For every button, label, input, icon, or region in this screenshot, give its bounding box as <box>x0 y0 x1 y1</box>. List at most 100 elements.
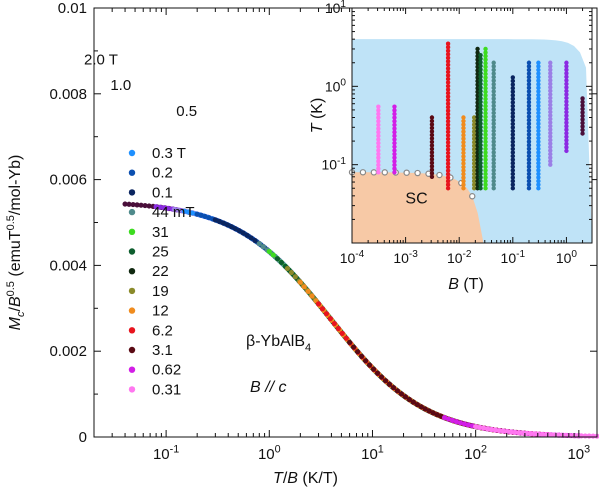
field-point <box>564 71 569 76</box>
field-point <box>471 122 477 127</box>
y-axis-label-part: / <box>7 307 24 312</box>
series-6.2 <box>315 301 551 438</box>
field-point <box>376 159 381 164</box>
data-point <box>212 217 218 223</box>
x-tick-label-base: 10 <box>153 446 170 463</box>
field-point <box>478 160 483 166</box>
field-point <box>392 104 397 109</box>
field-point <box>483 178 488 184</box>
data-point <box>500 428 506 434</box>
field-point <box>461 168 466 173</box>
field-point <box>536 117 541 123</box>
field-point <box>429 143 435 148</box>
field-point <box>461 178 466 184</box>
field-point <box>429 150 435 155</box>
field-point <box>510 103 516 109</box>
field-point <box>526 71 532 76</box>
field-point <box>580 117 585 122</box>
y-axis-label-part: c <box>15 311 27 317</box>
field-point <box>461 118 466 124</box>
inset-x-tick-label: 10-3 <box>393 249 418 266</box>
data-point <box>492 427 498 433</box>
field-point <box>429 132 435 138</box>
data-point <box>434 412 440 418</box>
data-point <box>453 419 460 425</box>
field-point <box>445 140 451 145</box>
field-point <box>491 150 496 155</box>
field-point <box>392 155 397 160</box>
field-point <box>564 102 569 108</box>
field-point <box>564 131 569 136</box>
data-point <box>315 301 322 307</box>
field-column <box>392 104 397 175</box>
data-point <box>122 201 128 207</box>
field-point <box>510 85 516 91</box>
data-point <box>473 423 479 430</box>
field-point <box>392 144 397 149</box>
y-axis-label-part: 0.5 <box>5 215 17 230</box>
data-point <box>449 417 456 424</box>
field-point <box>483 171 488 177</box>
sc-boundary-point <box>381 169 388 176</box>
field-point <box>536 85 541 91</box>
field-point <box>461 136 466 141</box>
field-point <box>478 78 483 83</box>
inset-x-axis-label-part: (T) <box>459 276 484 293</box>
field-point <box>471 154 477 159</box>
field-point <box>392 166 397 171</box>
data-point <box>185 209 191 215</box>
field-point <box>483 157 488 162</box>
field-point <box>564 141 569 147</box>
field-point <box>536 107 541 112</box>
sc-boundary-point <box>414 169 421 177</box>
field-column <box>564 60 569 154</box>
field-point <box>510 135 516 141</box>
field-point <box>445 59 451 64</box>
field-point <box>536 164 541 169</box>
field-point <box>548 151 553 157</box>
field-point <box>483 50 488 55</box>
inset-x-tick-label-exponent: -1 <box>516 249 525 260</box>
sc-boundary-point <box>359 169 367 176</box>
data-point <box>350 344 357 350</box>
data-point <box>358 353 365 359</box>
field-point <box>445 66 451 71</box>
field-point <box>483 61 488 66</box>
field-point <box>526 143 532 148</box>
field-point <box>483 139 488 145</box>
field-point <box>548 137 553 143</box>
field-point <box>376 122 381 128</box>
data-point <box>488 426 494 433</box>
field-point <box>478 74 483 79</box>
field-point <box>445 119 451 124</box>
field-point <box>478 142 483 148</box>
field-point <box>526 178 532 184</box>
field-point <box>483 143 488 148</box>
field-point <box>491 110 496 116</box>
data-point <box>410 399 416 405</box>
field-point <box>510 100 516 105</box>
x-tick-label-exponent: -1 <box>170 444 180 456</box>
field-point <box>491 157 496 162</box>
inset-x-tick-label-exponent: -2 <box>463 249 472 260</box>
y-axis-label-part: (emuT <box>7 230 24 281</box>
data-point <box>305 288 311 295</box>
inset-y-axis-label: T (K) <box>309 98 326 134</box>
data-point <box>484 426 490 432</box>
field-point <box>376 104 381 109</box>
field-point <box>445 73 451 78</box>
field-point <box>471 168 477 173</box>
field-point <box>564 64 569 69</box>
field-point <box>478 146 483 151</box>
field-point <box>461 182 466 187</box>
legend-marker <box>128 366 136 373</box>
data-point <box>165 205 171 211</box>
field-point <box>580 99 585 105</box>
field-point <box>478 92 483 97</box>
field-point <box>548 113 553 118</box>
data-point <box>309 293 315 299</box>
field-point <box>461 147 466 152</box>
data-point <box>382 378 389 384</box>
field-point <box>483 153 488 159</box>
field-point <box>510 168 516 173</box>
